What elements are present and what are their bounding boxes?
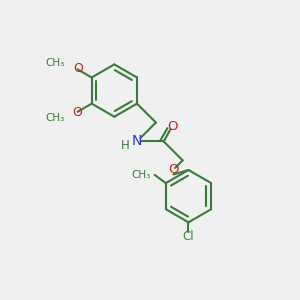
Text: O: O	[167, 119, 178, 133]
Text: O: O	[73, 106, 82, 119]
Text: N: N	[132, 134, 142, 148]
Text: CH₃: CH₃	[46, 113, 65, 123]
Text: CH₃: CH₃	[46, 58, 65, 68]
Text: O: O	[74, 61, 83, 75]
Text: O: O	[168, 163, 178, 176]
Text: H: H	[121, 140, 130, 152]
Text: Cl: Cl	[183, 230, 194, 243]
Text: CH₃: CH₃	[131, 170, 150, 180]
